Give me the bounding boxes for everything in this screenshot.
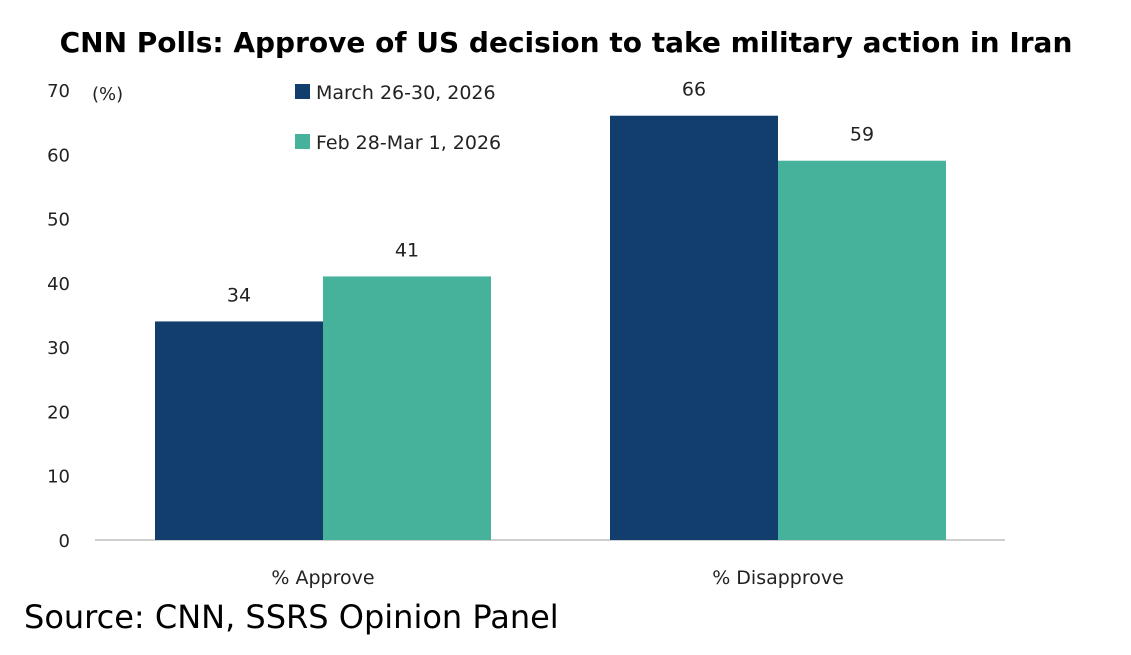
- x-tick-label: % Disapprove: [712, 567, 844, 589]
- bar: [155, 321, 323, 540]
- source-note: Source: CNN, SSRS Opinion Panel: [24, 598, 559, 636]
- data-label: 59: [850, 124, 874, 146]
- data-label: 66: [682, 79, 706, 101]
- bar: [323, 276, 491, 540]
- bar: [778, 160, 946, 540]
- data-label: 41: [395, 239, 419, 261]
- x-tick-label: % Approve: [271, 567, 374, 589]
- bar: [610, 115, 778, 540]
- y-tick-label: 40: [47, 274, 70, 295]
- data-label: 34: [227, 284, 251, 306]
- legend-label: Feb 28-Mar 1, 2026: [316, 132, 501, 154]
- y-tick-label: 50: [47, 210, 70, 231]
- legend-label: March 26-30, 2026: [316, 82, 496, 104]
- y-axis-label: (%): [92, 84, 123, 105]
- y-tick-label: 10: [47, 467, 70, 488]
- y-tick-label: 20: [47, 402, 70, 423]
- legend-swatch: [295, 84, 310, 99]
- y-tick-label: 60: [47, 145, 70, 166]
- y-tick-label: 70: [47, 81, 70, 102]
- chart-title: CNN Polls: Approve of US decision to tak…: [60, 26, 1073, 59]
- y-tick-label: 30: [47, 338, 70, 359]
- y-tick-label: 0: [59, 531, 70, 552]
- legend-swatch: [295, 134, 310, 149]
